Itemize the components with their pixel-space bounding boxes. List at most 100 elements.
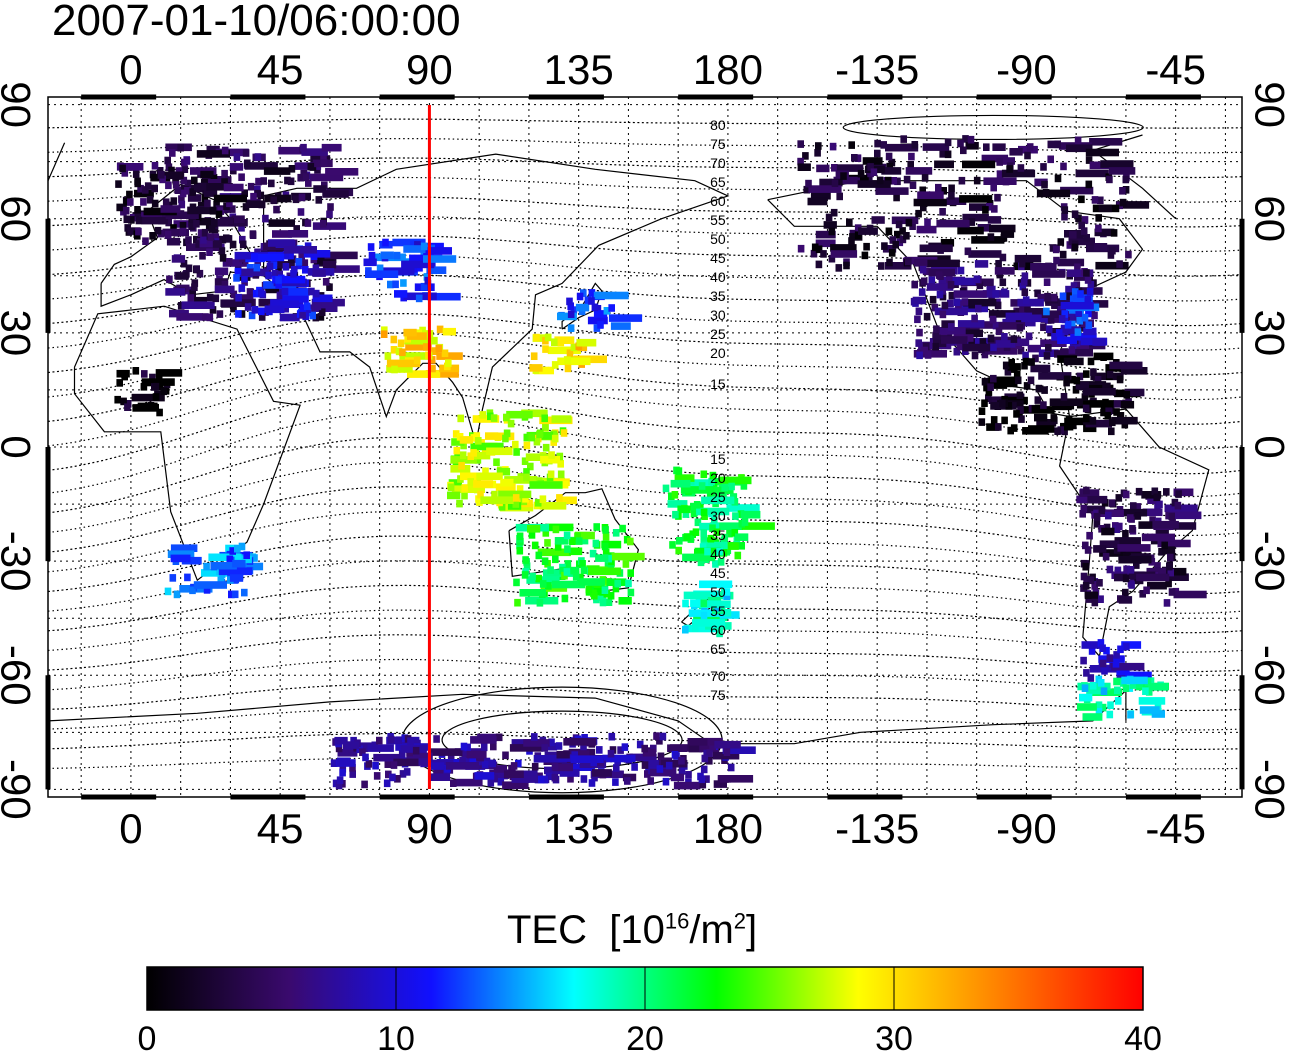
contour-label: 25 [710, 489, 726, 505]
tec-cell [1047, 140, 1061, 149]
tec-cell [999, 399, 1006, 408]
tec-cell [614, 579, 621, 588]
tec-cell [931, 303, 939, 312]
tec-cell [493, 765, 507, 773]
tec-cell [334, 736, 348, 745]
tec-cell [325, 168, 359, 176]
tec-cell [1059, 348, 1093, 357]
europe-coastline [100, 183, 265, 308]
tec-cell [1034, 289, 1041, 298]
tec-cell [1099, 540, 1120, 548]
tec-cell [1015, 308, 1049, 316]
tec-cell [1161, 546, 1176, 554]
tec-cell [570, 755, 604, 763]
tec-cell [1050, 414, 1058, 422]
tec-cell [123, 198, 130, 206]
tec-cell [1083, 486, 1090, 495]
tec-cell [662, 777, 670, 786]
tec-cell [711, 515, 718, 523]
tec-cell [1114, 686, 1121, 695]
tec-cell [563, 568, 571, 576]
tec-cell [1116, 260, 1123, 268]
tec-cell [588, 779, 596, 787]
africa-coastline [73, 305, 301, 582]
contour-label: 15 [710, 376, 726, 392]
tec-cell [415, 294, 423, 303]
tec-cell [619, 524, 626, 533]
tec-cell [968, 218, 976, 226]
tec-cell [519, 589, 546, 597]
tec-cell [994, 301, 1002, 310]
tec-cell [650, 744, 657, 753]
tec-cell [921, 346, 928, 355]
tec-cell [474, 456, 482, 464]
tec-cell [728, 482, 735, 491]
tec-cell [298, 193, 306, 202]
tec-cell [201, 228, 209, 237]
bottom-longitude-label: -45 [1145, 805, 1206, 852]
tec-cell [700, 508, 708, 517]
tec-cell [299, 311, 306, 319]
tec-cell [529, 364, 543, 372]
tec-cell [976, 281, 984, 290]
tec-cell [908, 152, 915, 161]
tec-cell [299, 304, 307, 312]
tec-cell [919, 265, 927, 274]
tec-cell [932, 342, 940, 351]
tec-cell [1166, 562, 1173, 571]
tec-cell [275, 276, 282, 284]
tec-cell [965, 142, 979, 150]
tec-cell [521, 457, 529, 465]
tec-cell [393, 758, 420, 767]
tec-cell [264, 305, 285, 314]
tec-cell [181, 165, 189, 173]
tec-cell [673, 752, 680, 760]
tec-cell [580, 566, 588, 575]
tec-cell [676, 537, 683, 545]
top-longitude-label: -45 [1145, 46, 1206, 93]
tec-cell [1055, 329, 1063, 337]
tec-cell [410, 240, 417, 249]
tec-cell [226, 258, 233, 266]
tec-cell [987, 233, 995, 241]
tec-cell [946, 275, 953, 284]
tec-cell [564, 356, 571, 364]
tec-cell [685, 771, 692, 779]
contour-labels: 80 75 70 65 60 55 50 45 40 35 30 25 20 15 15 20 25 30 35 40… [710, 117, 726, 703]
colorbar-tick-label: 40 [1124, 1020, 1162, 1057]
tec-cell [263, 167, 291, 175]
tec-cell [1092, 338, 1106, 346]
tec-cell [301, 259, 309, 267]
tec-cell [154, 226, 162, 235]
tec-cell [429, 748, 463, 756]
tec-cell [453, 446, 461, 455]
tec-cell [1097, 595, 1104, 603]
tec-cell [911, 141, 919, 149]
tec-cell [1113, 651, 1120, 659]
tec-cell [268, 219, 295, 227]
tec-cell [857, 169, 865, 178]
tec-cell [1083, 370, 1090, 378]
tec-cell [335, 781, 343, 790]
tec-cell [165, 181, 172, 190]
colorbar-unit-prefix: [10 [609, 908, 665, 952]
tec-cell [1057, 238, 1065, 246]
tec-cell [317, 313, 325, 321]
tec-cell [823, 221, 837, 229]
tec-cell [350, 736, 357, 745]
tec-cell [604, 559, 612, 567]
tec-cell [152, 393, 160, 401]
tec-cell [547, 346, 581, 355]
tec-cell [700, 470, 708, 479]
tec-cell [279, 313, 300, 322]
tec-cell [246, 288, 254, 296]
tec-cell [1105, 365, 1113, 373]
tec-cell [669, 541, 676, 549]
tec-cell [214, 267, 229, 276]
tec-cell [1022, 427, 1049, 435]
tec-cell [591, 303, 599, 312]
tec-cell [1074, 328, 1082, 336]
contour-label: 65 [710, 641, 726, 657]
magnetic-contour [48, 312, 1242, 376]
tec-cell [1036, 189, 1071, 198]
